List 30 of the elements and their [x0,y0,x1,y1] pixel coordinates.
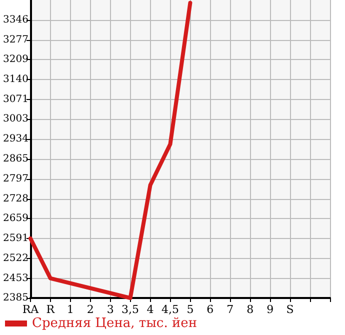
y-tick-label: 3346 [2,14,28,26]
y-tick-label: 2797 [2,173,28,184]
x-tick-label: 4,5 [161,303,179,316]
x-tick-label: S [286,303,294,316]
y-tick-label: 3209 [2,54,28,66]
legend-label: Средняя Цена, тыс. йен [32,316,197,331]
y-tick-label: 3140 [2,74,28,86]
x-tick-label: 2 [86,303,94,316]
y-tick-label: 2934 [2,134,28,145]
y-tick-label: 3003 [2,114,28,125]
y-tick-label: 2728 [2,193,28,204]
x-tick-label: 3,5 [122,303,140,316]
x-tick-label: 3 [106,303,114,316]
x-tick-label: 6 [206,303,214,316]
x-tick-label: 7 [226,303,234,316]
x-tick-label: 9 [266,303,274,316]
x-tick-label: R [46,303,56,316]
y-tick-label: 3071 [2,94,28,106]
y-tick-label: 2591 [2,232,28,244]
x-tick-label: 1 [66,303,74,316]
x-tick-label: 5 [186,303,194,316]
y-tick-label: 2522 [2,252,28,264]
x-tick-label: 8 [246,303,254,316]
y-tick-label: 2865 [2,154,28,165]
y-tick-label: 2453 [2,272,28,284]
x-tick-label: 4 [146,303,154,316]
y-tick-label: 2659 [2,213,28,224]
y-tick-label: 3277 [2,34,28,46]
x-tick-label: RA [22,303,40,316]
y-tick-label: 2385 [2,292,28,304]
